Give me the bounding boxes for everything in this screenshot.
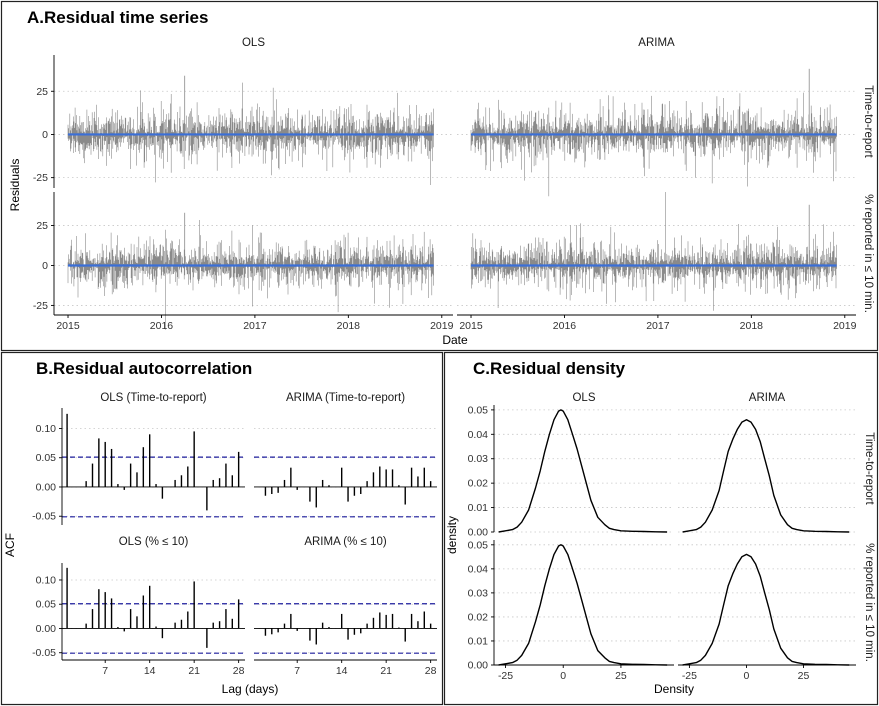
y-tick-label: 0.04 [468,563,489,575]
x-tick-label: 2018 [337,320,361,332]
x-axis-title: Lag (days) [222,682,279,696]
x-axis-title: Density [654,682,694,696]
x-tick-label: 2016 [150,320,174,332]
facet-row-label: % reported in ≤ 10 min. [863,543,875,662]
x-tick-label: 7 [294,665,300,677]
y-tick-label: 0 [42,260,48,272]
facet-col-label: OLS [572,392,595,404]
y-tick-label: 0.00 [468,660,489,672]
facet-row-label: % reported in ≤ 10 min. [862,194,874,313]
panel-a-border [0,0,879,352]
y-tick-label: 0.10 [36,574,57,586]
x-tick-label: 0 [744,670,750,682]
facet-label: ARIMA (% ≤ 10) [304,536,387,548]
x-tick-label: 2018 [740,320,764,332]
density-curve [498,544,668,666]
x-tick-label: 2019 [430,320,454,332]
x-tick-label: -25 [682,670,697,682]
y-tick-label: -25 [33,172,48,184]
x-tick-label: 28 [233,665,245,677]
x-tick-label: 2017 [646,320,670,332]
y-tick-label: -25 [33,300,48,312]
x-tick-label: 28 [425,665,437,677]
x-tick-label: 2015 [56,320,80,332]
x-tick-label: 0 [560,670,566,682]
x-tick-label: 14 [144,665,156,677]
panel-c-border [443,351,879,706]
panel-a-title: A.Residual time series [27,8,208,27]
facet-label: OLS (Time-to-report) [100,392,206,404]
y-tick-label: 0.05 [36,599,57,611]
y-tick-label: 0.00 [36,623,57,635]
y-tick-label: 0.01 [468,635,489,647]
x-tick-label: 2019 [833,320,857,332]
y-tick-label: 0.00 [36,481,57,493]
y-tick-label: 0.05 [36,452,57,464]
y-tick-label: 0.05 [468,404,489,416]
facet-col-label: ARIMA [638,37,675,49]
y-tick-label: 0.04 [468,429,489,441]
y-tick-label: 0.10 [36,423,57,435]
density-curve [498,409,668,533]
x-tick-label: 25 [615,670,627,682]
facet-col-label: OLS [242,37,265,49]
y-tick-label: 25 [36,220,48,232]
y-tick-label: -0.05 [32,511,56,523]
y-axis-title: ACF [3,533,17,557]
y-tick-label: 0.03 [468,453,489,465]
panel-b-border [0,351,444,706]
x-tick-label: 2016 [553,320,577,332]
residual-series [470,92,837,197]
x-tick-label: 7 [102,665,108,677]
x-tick-label: 25 [798,670,810,682]
x-tick-label: 2015 [459,320,483,332]
facet-label: ARIMA (Time-to-report) [286,392,405,404]
x-tick-label: 14 [336,665,348,677]
x-tick-label: 21 [188,665,200,677]
facet-label: OLS (% ≤ 10) [119,536,189,548]
panel-c-title: C.Residual density [473,359,626,378]
y-tick-label: 0.02 [468,611,489,623]
y-tick-label: 0.01 [468,502,489,514]
y-tick-label: -0.05 [32,647,56,659]
x-tick-label: 2017 [243,320,267,332]
density-curve [682,419,850,533]
facet-col-label: ARIMA [749,392,786,404]
y-tick-label: 0.00 [468,527,489,539]
x-tick-label: 21 [380,665,392,677]
x-axis-title: Date [442,333,468,347]
y-tick-label: 0.03 [468,587,489,599]
y-tick-label: 0 [42,129,48,141]
density-curve [682,553,850,666]
facet-row-label: Time-to-report [862,85,874,158]
y-tick-label: 25 [36,86,48,98]
y-axis-title: Residuals [8,159,22,212]
y-axis-title: density [445,516,459,554]
y-tick-label: 0.05 [468,539,489,551]
x-tick-label: -25 [498,670,513,682]
facet-row-label: Time-to-report [863,432,875,505]
y-tick-label: 0.02 [468,478,489,490]
panel-b-title: B.Residual autocorrelation [36,359,252,378]
